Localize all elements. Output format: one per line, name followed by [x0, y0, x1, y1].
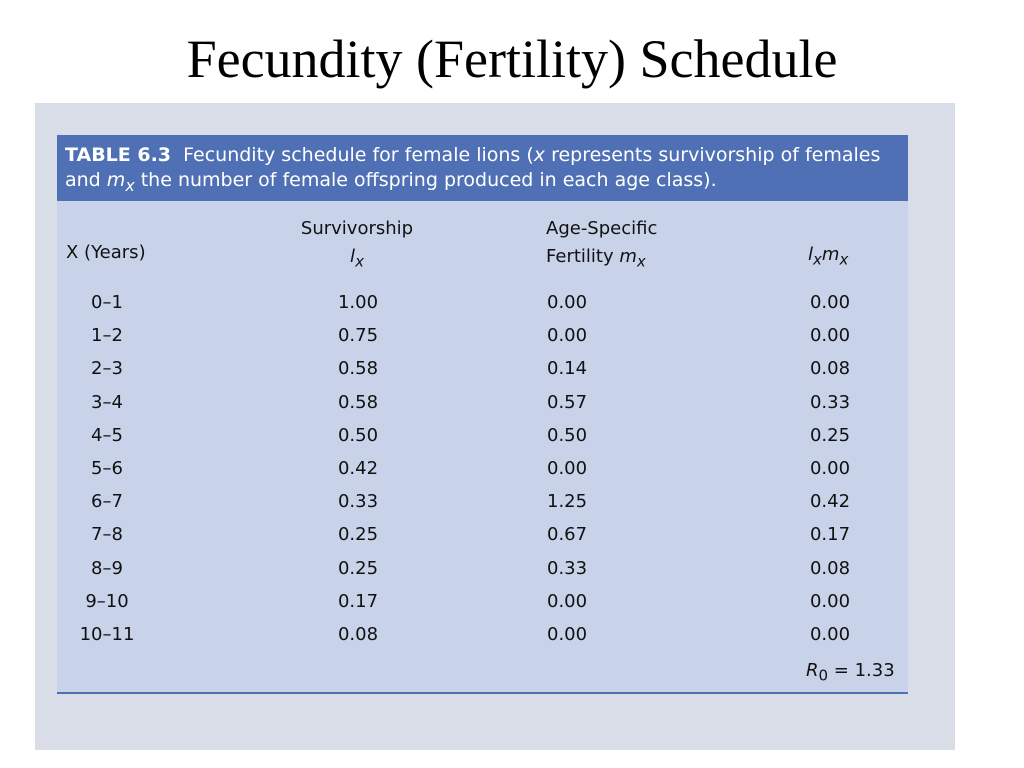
table-cell: 4–5 [91, 424, 123, 446]
header: Age-Specific Fertility mx [546, 215, 657, 276]
header: Survivorship lx [292, 215, 422, 276]
table-label: TABLE 6.3 [65, 144, 172, 166]
caption-text: x [125, 175, 135, 195]
table-cell: 0.00 [809, 292, 851, 313]
caption-text: represents survivorship of females and [65, 144, 881, 191]
header-text: x [839, 250, 849, 269]
table-cell: 0.25 [809, 424, 851, 446]
caption-text: Fecundity schedule for female lions ( [183, 144, 534, 166]
table-cell: 0.25 [337, 557, 379, 579]
table-cell: 0.17 [809, 524, 851, 546]
header-text: l [808, 244, 814, 265]
table-cell: 0.00 [809, 624, 851, 645]
footer-text: = 1.33 [828, 660, 895, 681]
table-cell: 0.67 [547, 524, 588, 546]
header-text: x [355, 252, 364, 271]
header-text: x [636, 252, 646, 271]
header-text: l [350, 246, 356, 267]
table-cell: 8–9 [91, 557, 123, 579]
table-cell: 0.58 [337, 391, 379, 413]
header-text: Age-Specific [546, 218, 658, 239]
table-cell: 0.33 [337, 491, 379, 513]
table-cell: 0.00 [547, 458, 588, 479]
table-cell: 0.00 [547, 292, 588, 313]
header: lxmx [808, 244, 848, 269]
table-cell: 0.57 [547, 391, 588, 413]
footer-text: 0 [818, 666, 829, 685]
header: X (Years) [66, 242, 146, 263]
table-cell: 0.42 [809, 491, 851, 513]
table-cell: 0.00 [809, 590, 851, 612]
table-cell: 0.00 [547, 325, 588, 347]
table-cell: 0.50 [547, 424, 588, 446]
table-cell: 0.33 [809, 391, 851, 413]
table-cell: 6–7 [91, 491, 123, 513]
table-cell: 0.33 [547, 557, 588, 579]
table-body [57, 201, 908, 692]
table-cell: 3–4 [91, 391, 123, 413]
table-cell: 0.14 [547, 358, 588, 380]
table-cell: 0.00 [547, 590, 588, 612]
header-text: m [619, 246, 637, 267]
table-cell: 1–2 [91, 325, 123, 347]
table-cell: 0.17 [337, 590, 379, 612]
table-cell: 0.00 [809, 458, 851, 479]
table-rule [57, 692, 908, 694]
header-text: Survivorship [300, 218, 414, 239]
table-cell: 2–3 [91, 358, 123, 380]
table-cell: 0.75 [337, 325, 379, 347]
caption-text: the number of female offspring produced … [134, 169, 717, 191]
table-cell: 1.25 [547, 491, 588, 513]
table-cell: 0.50 [337, 424, 379, 446]
table-cell: 0.08 [337, 624, 379, 645]
caption-text: x [533, 144, 546, 166]
caption-text: m [106, 169, 126, 191]
table-cell: 7–8 [91, 524, 123, 546]
table-cell: 0.08 [809, 557, 851, 579]
header-text: Fertility [546, 246, 620, 267]
footer-text: R [806, 660, 819, 681]
table-cell: 9–10 [85, 590, 129, 612]
header-text: x [813, 250, 822, 269]
footer: R0 = 1.33 [806, 660, 895, 685]
table-cell: 0.42 [337, 458, 379, 479]
table-cell: 0.00 [809, 325, 851, 347]
table-cell: 5–6 [91, 458, 123, 479]
table-cell: 0–1 [91, 292, 123, 313]
table-caption: TABLE 6.3 Fecundity schedule for female … [57, 135, 908, 201]
slide-title: Fecundity (Fertility) Schedule [186, 29, 838, 89]
table-cell: 0.08 [809, 358, 851, 380]
table-cell: 10–11 [79, 624, 135, 645]
header-text: m [821, 244, 840, 265]
table-cell: 0.00 [547, 624, 588, 645]
table-cell: 0.25 [337, 524, 379, 546]
table-cell: 0.58 [337, 358, 379, 380]
table-cell: 1.00 [337, 292, 379, 313]
